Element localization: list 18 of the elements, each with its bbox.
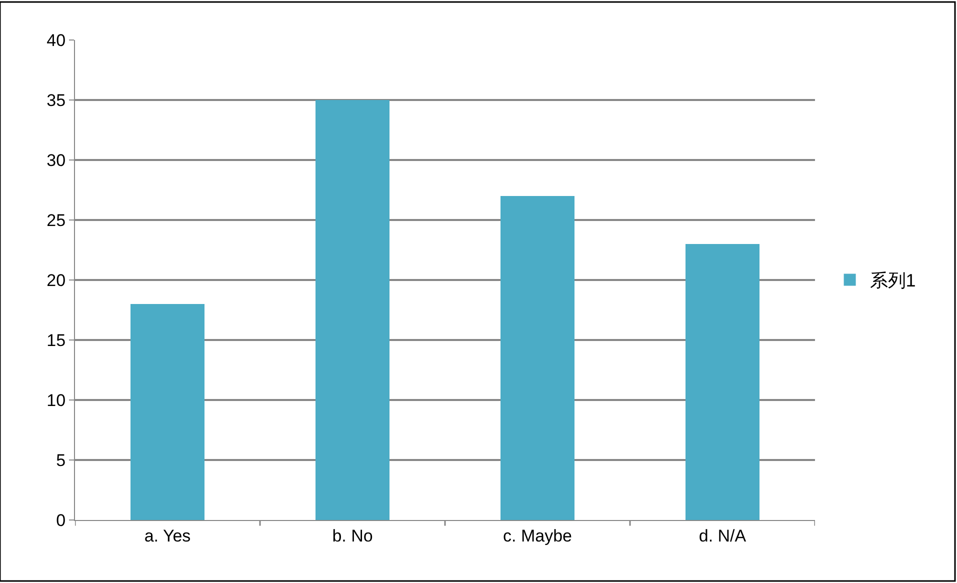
y-tick-label: 30: [46, 150, 66, 170]
y-tick-label: 40: [46, 30, 66, 50]
x-tick-label: d. N/A: [698, 526, 747, 546]
y-tick-label: 0: [56, 510, 66, 530]
y-tick-label: 20: [46, 270, 66, 290]
y-tick-label: 10: [46, 390, 66, 410]
y-tick-label: 25: [46, 210, 66, 230]
y-tick-label: 35: [46, 90, 66, 110]
x-tick-label: c. Maybe: [503, 526, 572, 546]
y-tick-label: 15: [46, 330, 66, 350]
x-tick-label: a. Yes: [144, 526, 191, 546]
bar: [316, 100, 390, 520]
y-tick-label: 5: [56, 450, 66, 470]
legend-label: 系列1: [870, 270, 916, 291]
bar: [500, 196, 574, 520]
x-tick-label: b. No: [332, 526, 373, 546]
bar: [130, 304, 204, 520]
bar: [686, 244, 760, 520]
